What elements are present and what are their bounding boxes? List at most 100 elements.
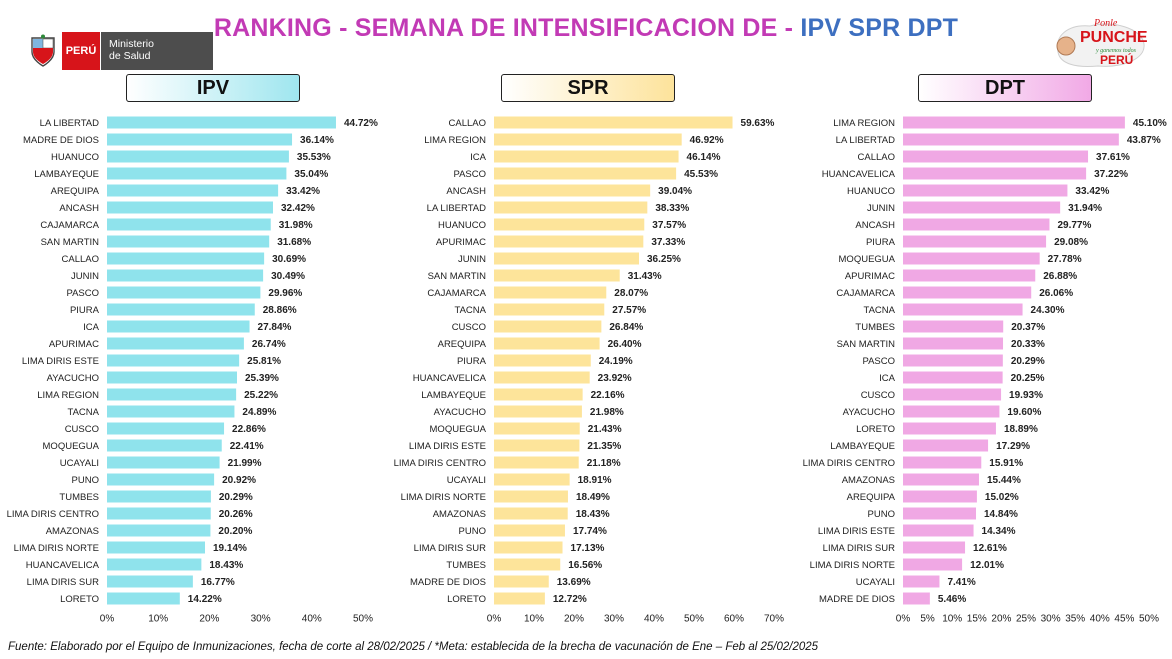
spr-value-label: 24.19% [599, 356, 633, 367]
spr-value-label: 46.92% [690, 135, 724, 146]
dpt-bar [903, 133, 1119, 146]
ipv-value-label: 31.68% [277, 237, 311, 248]
dpt-tick-label: 35% [1065, 614, 1085, 625]
ipv-bar [107, 184, 279, 197]
campaign-logo: Ponle PUNCHE y ganemos todos PERÚ [1056, 18, 1148, 67]
dpt-value-label: 12.61% [973, 543, 1007, 554]
ipv-value-label: 16.77% [201, 577, 235, 588]
dpt-category-label: AREQUIPA [847, 492, 896, 503]
dpt-value-label: 26.06% [1039, 288, 1073, 299]
ipv-bar-chart: LA LIBERTAD 44.72% MADRE DE DIOS 36.14% HUAN… [7, 116, 378, 625]
campaign-line-1: Ponle [1093, 18, 1118, 29]
ipv-bar [107, 456, 220, 469]
ipv-category-label: SAN MARTIN [41, 237, 100, 248]
spr-category-label: ANCASH [446, 186, 486, 197]
spr-value-label: 59.63% [741, 118, 775, 129]
spr-value-label: 16.56% [568, 560, 602, 571]
ipv-bar [107, 269, 264, 282]
dpt-tick-label: 45% [1114, 614, 1134, 625]
ipv-category-label: ICA [83, 322, 100, 333]
ministry-line-1: Ministerio [109, 38, 154, 50]
spr-bar [494, 150, 679, 163]
ipv-value-label: 35.04% [294, 169, 328, 180]
dpt-bar [903, 456, 982, 469]
ipv-category-label: LORETO [60, 594, 99, 605]
dpt-category-label: UCAYALI [856, 577, 895, 588]
dpt-tick-label: 0% [896, 614, 911, 625]
ipv-category-label: PUNO [72, 475, 99, 486]
dpt-value-label: 33.42% [1075, 186, 1109, 197]
title-part-1: RANKING - SEMANA DE INTENSIFICACION DE - [213, 14, 801, 42]
ipv-value-label: 21.99% [228, 458, 262, 469]
dpt-bar [903, 541, 966, 554]
spr-category-label: CUSCO [452, 322, 486, 333]
ipv-bar [107, 371, 237, 384]
spr-value-label: 17.74% [573, 526, 607, 537]
spr-value-label: 17.13% [571, 543, 605, 554]
spr-value-label: 18.49% [576, 492, 610, 503]
ipv-value-label: 44.72% [344, 118, 378, 129]
ipv-category-label: TACNA [68, 407, 100, 418]
dpt-bar [903, 507, 977, 520]
spr-bar [494, 337, 600, 350]
spr-value-label: 13.69% [557, 577, 591, 588]
spr-value-label: 21.18% [587, 458, 621, 469]
ipv-category-label: CALLAO [62, 254, 100, 265]
ipv-bar [107, 388, 237, 401]
spr-category-label: PIURA [457, 356, 487, 367]
dpt-bar [903, 490, 977, 503]
dpt-tick-label: 5% [920, 614, 935, 625]
spr-category-label: AREQUIPA [438, 339, 487, 350]
ipv-value-label: 27.84% [258, 322, 292, 333]
spr-bar [494, 286, 607, 299]
campaign-line-2: PUNCHE [1080, 29, 1148, 46]
ipv-category-label: LIMA DIRIS CENTRO [7, 509, 99, 520]
dpt-category-label: LORETO [856, 424, 895, 435]
spr-bar [494, 320, 602, 333]
ipv-value-label: 26.74% [252, 339, 286, 350]
dpt-category-label: LIMA DIRIS ESTE [818, 526, 895, 537]
dpt-category-label: CAJAMARCA [836, 288, 895, 299]
spr-value-label: 23.92% [598, 373, 632, 384]
ipv-bar [107, 575, 193, 588]
spr-value-label: 18.91% [578, 475, 612, 486]
spr-bar [494, 269, 620, 282]
ipv-category-label: LIMA REGION [37, 390, 99, 401]
spr-bar [494, 252, 639, 265]
spr-value-label: 45.53% [684, 169, 718, 180]
dpt-bar [903, 167, 1087, 180]
dpt-category-label: TUMBES [855, 322, 895, 333]
ipv-value-label: 25.39% [245, 373, 279, 384]
ipv-bar [107, 354, 240, 367]
dpt-value-label: 20.33% [1011, 339, 1045, 350]
ipv-bar [107, 150, 289, 163]
dpt-value-label: 7.41% [947, 577, 975, 588]
spr-bar [494, 133, 682, 146]
dpt-value-label: 29.08% [1054, 237, 1088, 248]
ipv-category-label: AREQUIPA [51, 186, 100, 197]
ipv-category-label: LIMA DIRIS SUR [27, 577, 99, 588]
dpt-value-label: 24.30% [1031, 305, 1065, 316]
dpt-value-label: 20.25% [1011, 373, 1045, 384]
dpt-bar [903, 422, 996, 435]
dpt-category-label: ANCASH [855, 220, 895, 231]
page-title: RANKING - SEMANA DE INTENSIFICACION DE -… [0, 14, 1172, 43]
dpt-bar [903, 439, 989, 452]
dpt-category-label: SAN MARTIN [837, 339, 896, 350]
dpt-category-label: AYACUCHO [843, 407, 895, 418]
spr-bar [494, 541, 563, 554]
dpt-bar [903, 558, 963, 571]
ministry-logo: PERÚ Ministerio de Salud [28, 32, 214, 70]
dpt-tick-label: 25% [1016, 614, 1036, 625]
dpt-value-label: 20.29% [1011, 356, 1045, 367]
ipv-value-label: 35.53% [297, 152, 331, 163]
fist-icon [1056, 36, 1076, 56]
dpt-category-label: LIMA DIRIS CENTRO [803, 458, 895, 469]
spr-value-label: 22.16% [591, 390, 625, 401]
dpt-value-label: 19.93% [1009, 390, 1043, 401]
dpt-bar [903, 388, 1002, 401]
spr-tick-label: 60% [724, 614, 744, 625]
dpt-category-label: TACNA [864, 305, 896, 316]
ipv-value-label: 19.14% [213, 543, 247, 554]
ipv-category-label: LA LIBERTAD [40, 118, 99, 129]
